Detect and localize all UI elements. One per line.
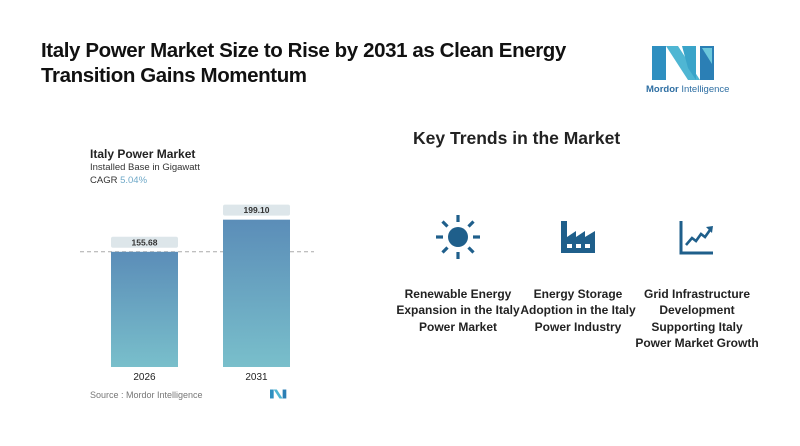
x-tick-label: 2031 (245, 372, 268, 383)
factory-icon (561, 221, 595, 253)
mordor-logo-icon (652, 46, 714, 80)
growth-chart-icon (679, 221, 713, 255)
data-label-bg (223, 204, 290, 216)
x-tick-label: 2026 (133, 372, 156, 383)
trend-item-grid: Grid Infrastructure Development Supporti… (632, 214, 762, 352)
mini-logo-icon (270, 389, 287, 399)
cagr: CAGR 5.04% (90, 175, 148, 186)
page-title: Italy Power Market Size to Rise by 2031 … (41, 39, 566, 87)
bar-2026 (111, 251, 178, 367)
trend-item-storage: Energy Storage Adoption in the Italy Pow… (513, 214, 643, 335)
cagr-value: 5.04% (120, 175, 148, 186)
bar-2031 (223, 219, 290, 367)
sun-icon (436, 215, 480, 259)
key-trends-title: Key Trends in the Market (413, 128, 621, 148)
trend-label: Energy Storage Adoption in the Italy Pow… (520, 287, 636, 334)
data-label-bg (111, 236, 178, 248)
chart-subtitle: Installed Base in Gigawatt (90, 162, 200, 173)
source-note: Source : Mordor Intelligence (90, 390, 203, 400)
chart-title: Italy Power Market (90, 147, 196, 161)
data-label: 199.10 (244, 205, 270, 215)
logo-text: Mordor Intelligence (646, 84, 730, 95)
trend-item-renewable: Renewable Energy Expansion in the Italy … (393, 214, 523, 335)
trend-label: Grid Infrastructure Development Supporti… (635, 287, 759, 351)
trend-label: Renewable Energy Expansion in the Italy … (396, 287, 520, 334)
bar-chart: 155.68 2026 199.10 2031 (80, 204, 314, 383)
data-label: 155.68 (132, 237, 158, 247)
